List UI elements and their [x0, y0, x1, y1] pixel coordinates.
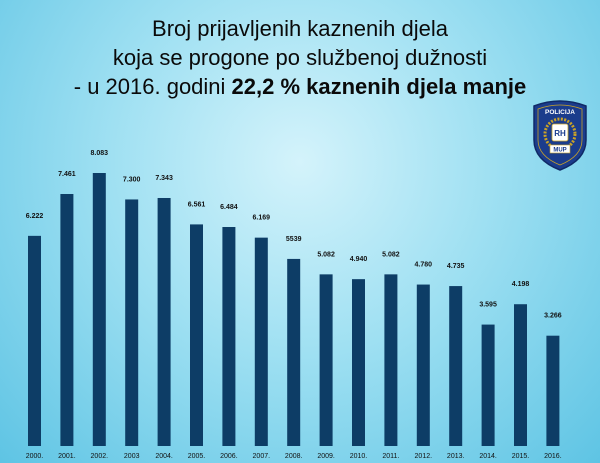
bar-2000 [28, 235, 41, 446]
x-tick-label: 2006. [220, 453, 238, 460]
value-label: 4.940 [350, 256, 368, 263]
x-tick-label: 2001. [58, 453, 76, 460]
chart-title: Broj prijavljenih kaznenih djela koja se… [0, 14, 600, 101]
badge-star-wreath [543, 117, 577, 151]
x-tick-label: 2000. [26, 453, 44, 460]
value-label: 7.300 [123, 176, 141, 183]
badge-shield [551, 123, 569, 142]
x-tick-label: 2003 [124, 453, 140, 460]
value-label: 6.169 [253, 215, 271, 222]
bar-2012 [416, 284, 430, 446]
bar-2010 [352, 279, 365, 446]
value-label: 3.595 [479, 302, 497, 309]
x-tick-label: 2013. [447, 453, 465, 460]
value-label: 5.082 [317, 251, 335, 258]
value-label: 6.222 [26, 213, 44, 220]
x-tick-label: 2007. [253, 453, 271, 460]
value-label: 4.780 [415, 262, 433, 269]
x-tick-label: 2015. [512, 453, 530, 460]
value-label: 4.198 [512, 281, 530, 288]
bar-2003 [125, 199, 139, 446]
bar-2007 [254, 237, 268, 446]
x-tick-label: 2009. [317, 453, 335, 460]
x-tick-label: 2014. [479, 453, 497, 460]
bar-2013 [449, 286, 463, 446]
value-label: 6.561 [188, 201, 206, 208]
value-label: 5539 [286, 236, 302, 243]
bar-2016 [546, 335, 560, 446]
x-tick-label: 2010. [350, 453, 368, 460]
bar-2011 [384, 274, 398, 446]
title-line-3-prefix: - u 2016. godini [73, 74, 226, 99]
title-line-3: - u 2016. godini 22,2 % kaznenih djela m… [0, 72, 600, 101]
title-line-2: koja se progone po službenoj dužnosti [112, 45, 488, 70]
x-tick-label: 2004. [155, 453, 173, 460]
badge-shield-text: RH [554, 129, 566, 138]
bar-2009 [319, 274, 333, 446]
x-tick-label: 2005. [188, 453, 206, 460]
badge-bottom-text: MUP [553, 148, 566, 154]
title-line-1: Broj prijavljenih kaznenih djela [152, 16, 448, 41]
x-tick-label: 2002. [91, 453, 109, 460]
x-tick-label: 2012. [415, 453, 433, 460]
badge-top-text: POLICIJA [545, 109, 575, 116]
value-label: 8.083 [91, 150, 109, 157]
bar-2015 [514, 304, 527, 446]
badge-inner-frame [537, 104, 583, 166]
title-line-3-emphasis: 22,2 % kaznenih djela manje [231, 74, 527, 99]
value-label: 5.082 [382, 251, 400, 258]
bar-2008 [287, 258, 301, 446]
value-label: 6.484 [220, 204, 238, 211]
value-label: 7.343 [155, 175, 173, 182]
value-label: 3.266 [544, 313, 562, 320]
bar-2006 [222, 227, 236, 446]
bar-2001 [60, 194, 74, 446]
value-label: 4.735 [447, 263, 465, 270]
bar-2004 [157, 197, 171, 446]
police-badge-logo: POLICIJA RH MUP [533, 100, 587, 171]
bar-2014 [481, 324, 495, 446]
bar-2002 [92, 173, 106, 446]
bar-2005 [190, 224, 203, 446]
badge-bottom-plate [549, 144, 571, 154]
value-label: 7.461 [58, 171, 76, 178]
x-tick-label: 2011. [382, 453, 399, 460]
x-tick-label: 2008. [285, 453, 303, 460]
x-tick-label: 2016. [544, 453, 562, 460]
